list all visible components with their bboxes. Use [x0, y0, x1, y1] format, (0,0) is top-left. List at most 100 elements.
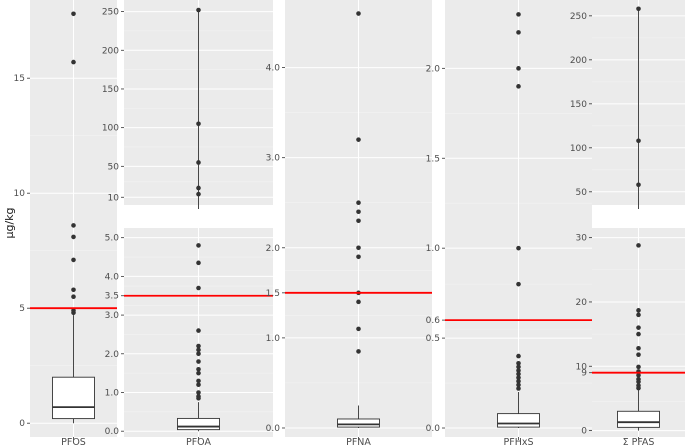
outlier-point — [636, 182, 641, 188]
y-tick-label: 5.0 — [105, 234, 120, 244]
y-tick-label: 50 — [108, 162, 120, 172]
outlier-point — [356, 209, 361, 215]
y-tick-label: 10 — [108, 193, 120, 203]
y-tick-label: 15 — [14, 74, 25, 84]
outlier-point — [516, 386, 521, 391]
category-label-pfas: Σ PFAS — [623, 437, 655, 446]
y-tick-label: 30 — [576, 234, 588, 244]
y-tick-label: 5 — [19, 304, 25, 314]
outlier-point — [636, 312, 641, 318]
y-tick-label: 10 — [576, 362, 588, 372]
y-tick-label: 1.0 — [266, 334, 281, 344]
y-tick-label: 1.0 — [105, 388, 120, 398]
y-tick-label: 10 — [14, 189, 26, 199]
outlier-point — [196, 7, 201, 13]
outlier-point — [71, 257, 76, 263]
box-pfoa — [177, 417, 220, 431]
box-pfos — [52, 376, 95, 420]
outlier-point — [636, 352, 641, 357]
y-tick-label: 200 — [570, 56, 587, 66]
outlier-point — [516, 30, 521, 35]
outlier-point — [636, 331, 641, 337]
y-tick-label: 250 — [570, 12, 587, 22]
outlier-point — [516, 245, 521, 251]
outlier-point — [516, 375, 521, 380]
y-tick-label: 2.0 — [266, 244, 281, 254]
outlier-point — [356, 299, 361, 305]
outlier-point — [516, 364, 521, 370]
y-tick-label: 3.0 — [105, 311, 120, 321]
outlier-point — [516, 360, 521, 366]
outlier-point — [516, 12, 521, 17]
outlier-point — [636, 385, 641, 391]
y-tick-label: 20 — [576, 298, 588, 308]
outlier-point — [636, 138, 641, 144]
y-tick-label: 100 — [102, 124, 119, 134]
outlier-point — [71, 223, 76, 228]
outlier-point — [516, 368, 521, 373]
outlier-point — [196, 370, 201, 376]
outlier-point — [516, 353, 521, 359]
y-tick-label: 0.0 — [266, 424, 281, 434]
outlier-point — [636, 379, 641, 384]
outlier-point — [196, 260, 201, 266]
outlier-point — [196, 343, 201, 349]
y-tick-label: 1.5 — [426, 154, 440, 164]
outlier-point — [516, 378, 521, 384]
y-tick-label: 1.5 — [266, 289, 280, 299]
outlier-point — [71, 287, 76, 293]
y-tick-label: 4.0 — [105, 272, 120, 282]
outlier-point — [636, 6, 641, 12]
y-tick-label: 250 — [102, 8, 119, 18]
outlier-point — [356, 218, 361, 224]
outlier-point — [516, 84, 521, 89]
outlier-point — [196, 121, 201, 127]
category-label-pfna: PFNA — [346, 437, 371, 446]
outlier-point — [196, 390, 201, 395]
outlier-point — [356, 349, 361, 354]
outlier-point — [196, 191, 201, 197]
outlier-point — [71, 310, 76, 316]
y-tick-label: 150 — [102, 85, 119, 95]
y-tick-label: 0 — [581, 427, 587, 437]
box-pfhxs — [497, 413, 540, 428]
outlier-point — [196, 185, 201, 191]
outlier-point — [636, 243, 641, 248]
y-tick-label: 0 — [19, 419, 25, 429]
outlier-point — [356, 137, 361, 142]
outlier-point — [71, 294, 76, 300]
category-label-pfhxs: PFHxS — [504, 437, 534, 446]
outlier-point — [196, 328, 201, 333]
y-tick-label: 9 — [581, 369, 587, 379]
outlier-point — [196, 382, 201, 388]
category-label-pfos: PFOS — [61, 437, 86, 446]
outlier-point — [356, 326, 361, 332]
outlier-point — [636, 372, 641, 378]
y-tick-label: 3.0 — [266, 154, 281, 164]
outlier-point — [196, 285, 201, 291]
outlier-point — [71, 234, 76, 240]
outlier-point — [636, 308, 641, 313]
outlier-point — [356, 245, 361, 251]
outlier-point — [356, 11, 361, 16]
outlier-point — [196, 347, 201, 353]
box-pfas — [617, 410, 660, 428]
outlier-point — [196, 359, 201, 364]
outlier-point — [196, 351, 201, 357]
outlier-point — [516, 66, 521, 71]
outlier-point — [356, 254, 361, 260]
y-tick-label: 2.0 — [426, 64, 441, 74]
category-label-pfoa: PFOA — [186, 437, 212, 446]
y-tick-label: 150 — [570, 100, 587, 110]
y-tick-label: 3.5 — [105, 292, 119, 302]
outlier-point — [516, 382, 521, 388]
outlier-point — [71, 59, 76, 65]
outlier-point — [516, 371, 521, 377]
y-tick-label: 1.0 — [426, 244, 441, 254]
outlier-point — [516, 281, 521, 287]
outlier-point — [196, 378, 201, 384]
outlier-point — [196, 366, 201, 372]
outlier-point — [196, 160, 201, 165]
outlier-point — [636, 364, 641, 370]
